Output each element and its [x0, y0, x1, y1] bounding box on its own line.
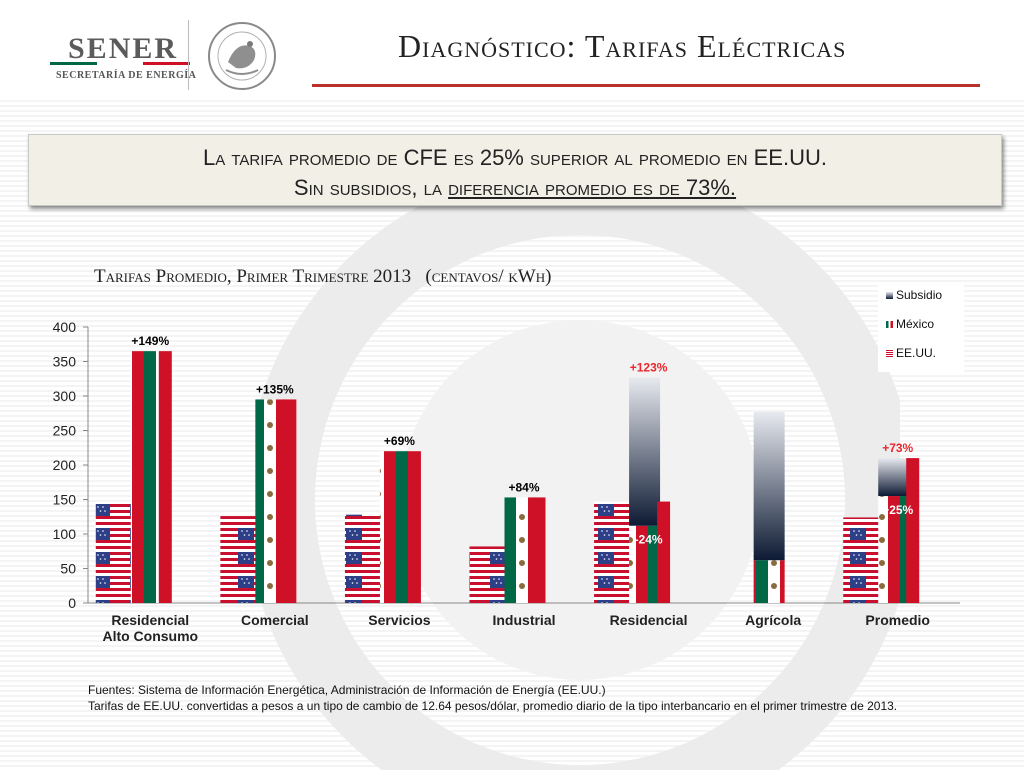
data-label: +25%: [882, 503, 913, 517]
callout-line-1: La tarifa promedio de CFE es 25% superio…: [203, 145, 827, 170]
legend-label-eeuu: EE.UU.: [896, 346, 937, 360]
y-tick-label: 300: [53, 388, 77, 404]
y-tick-label: 50: [60, 561, 76, 577]
footnote-line-1: Fuentes: Sistema de Información Energéti…: [88, 683, 606, 697]
legend-swatch-mexico: [886, 321, 893, 329]
sener-logo: SENER SECRETARÍA DE ENERGÍA: [40, 18, 300, 98]
bar-mexico-right: [158, 351, 172, 603]
data-label: +84%: [508, 480, 539, 494]
bar-mexico: [753, 560, 785, 603]
data-label: +149%: [131, 334, 169, 348]
chart-title: Tarifas Promedio, Primer Trimestre 2013 …: [94, 266, 552, 287]
bar-mexico-right: [283, 399, 297, 603]
callout-line-2: Sin subsidios, la diferencia promedio es…: [29, 175, 1001, 201]
x-tick-label: Residencial: [111, 612, 189, 628]
y-tick-label: 100: [53, 526, 77, 542]
data-label: +123%: [630, 360, 668, 374]
bar-mexico: [379, 451, 411, 603]
bar-mexico: [504, 497, 536, 603]
bar-eeuu: [95, 501, 137, 603]
x-tick-label: Agrícola: [745, 612, 801, 628]
logo-flag-bar: [50, 62, 190, 65]
title-rule: [312, 84, 980, 87]
bar-eeuu: [594, 501, 636, 603]
x-tick-label: Residencial: [610, 612, 688, 628]
y-tick-label: 150: [53, 492, 77, 508]
legend-label-mexico: México: [896, 317, 935, 331]
legend-label-subsidio: Subsidio: [896, 288, 943, 302]
bar-subsidio: [878, 458, 910, 497]
chart-legend: Subsidio México EE.UU.: [878, 282, 964, 372]
legend-item-subsidio: Subsidio: [886, 288, 942, 302]
y-tick-label: 0: [68, 595, 76, 611]
page-title: Diagnóstico: Tarifas Eléctricas: [398, 28, 847, 64]
callout-line-2-underlined: diferencia promedio es de 73%.: [448, 175, 737, 200]
bar-eeuu: [344, 514, 386, 603]
y-tick-label: 200: [53, 457, 77, 473]
data-label: +135%: [256, 382, 294, 396]
bar-mexico-right: [657, 501, 671, 603]
data-label: +73%: [882, 441, 913, 455]
logo-name: SENER: [68, 32, 179, 65]
x-tick-label: Promedio: [865, 612, 930, 628]
legend-swatch-subsidio: [886, 292, 893, 300]
x-tick-label: Industrial: [492, 612, 555, 628]
legend-item-eeuu: EE.UU.: [886, 346, 936, 360]
footnote: Fuentes: Sistema de Información Energéti…: [88, 682, 928, 714]
bar-eeuu: [469, 546, 511, 603]
x-tick-label: Alto Consumo: [102, 628, 198, 644]
bar-mexico-right: [407, 451, 421, 603]
bar-eeuu: [220, 516, 262, 603]
bar-mexico: [629, 525, 661, 603]
bar-subsidio: [629, 377, 661, 526]
bar-mexico: [255, 399, 287, 603]
bar-subsidio: [753, 411, 785, 561]
data-label: +69%: [384, 434, 415, 448]
bar-mexico: [130, 351, 162, 603]
callout-line-2-prefix: Sin subsidios, la: [293, 175, 449, 200]
y-tick-label: 250: [53, 423, 77, 439]
y-tick-label: 350: [53, 354, 77, 370]
bar-mexico-right: [532, 497, 546, 603]
legend-swatch-eeuu: [886, 350, 893, 358]
callout-box: La tarifa promedio de CFE es 25% superio…: [28, 134, 1002, 206]
y-tick-label: 400: [53, 319, 77, 335]
footnote-line-2: Tarifas de EE.UU. convertidas a pesos a …: [88, 699, 898, 713]
x-tick-label: Comercial: [241, 612, 309, 628]
bar-mexico-right: [906, 458, 920, 603]
bar-eeuu: [843, 517, 885, 603]
logo-subtitle: SECRETARÍA DE ENERGÍA: [56, 70, 197, 81]
logo-separator: [188, 20, 189, 90]
bar-mexico: [878, 496, 910, 603]
legend-item-mexico: México: [886, 317, 934, 331]
data-label: -24%: [635, 533, 663, 547]
mexico-seal-icon: [208, 22, 276, 90]
x-tick-label: Servicios: [368, 612, 430, 628]
